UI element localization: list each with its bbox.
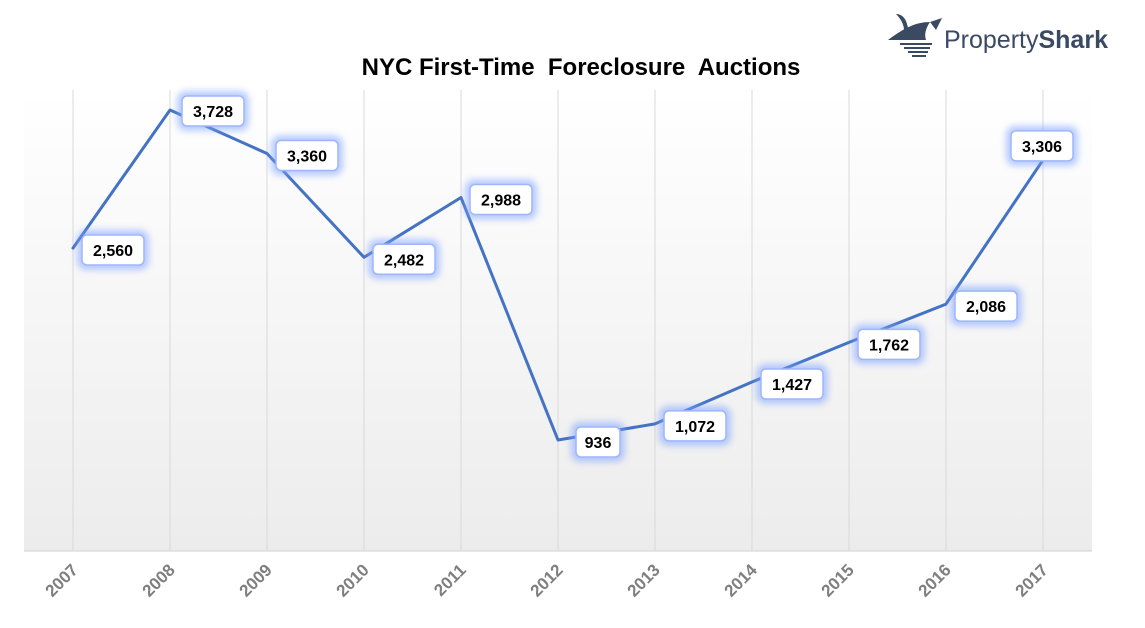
- data-label-box: [81, 234, 145, 266]
- data-label-value: 3,360: [287, 148, 327, 165]
- data-label-2017: 3,306: [1006, 125, 1078, 166]
- data-label-value: 2,482: [384, 252, 424, 269]
- data-label-box: [663, 410, 727, 442]
- x-tick-label-2014: 2014: [721, 560, 762, 601]
- data-label-2008: 3,728: [177, 91, 249, 131]
- data-label-2016: 2,086: [950, 286, 1022, 327]
- x-tick-label-2013: 2013: [624, 560, 664, 600]
- data-label-2007: 2,560: [77, 230, 149, 271]
- x-tick-label-2017: 2017: [1012, 560, 1052, 600]
- data-label-box: [181, 95, 245, 127]
- data-label-value: 3,728: [193, 104, 233, 121]
- data-label-value: 936: [585, 435, 612, 452]
- x-tick-label-2016: 2016: [915, 560, 955, 600]
- data-label-value: 1,762: [869, 337, 909, 354]
- data-label-2012: 936: [571, 422, 625, 462]
- data-label-box: [275, 139, 339, 172]
- data-label-box: [372, 243, 436, 276]
- data-label-box: [760, 368, 824, 400]
- gridlines: [72, 90, 1044, 551]
- data-label-value: 1,072: [675, 419, 715, 436]
- x-tick-label-2008: 2008: [139, 560, 179, 600]
- x-axis-ticks: 2007 2008 2009 2010 2011 2012 2013 2014 2015 2016…: [42, 560, 1052, 601]
- x-tick-label-2015: 2015: [818, 560, 858, 600]
- shark-fin-icon: [888, 14, 942, 57]
- x-tick-label-2010: 2010: [333, 560, 373, 600]
- data-label-2009: 3,360: [271, 135, 343, 176]
- data-label-box: [857, 328, 921, 361]
- data-label-2013: 1,072: [659, 405, 731, 446]
- data-label-2011: 2,988: [465, 179, 537, 220]
- brand-name-part1: Property: [944, 26, 1039, 54]
- data-label-box: [469, 183, 533, 216]
- data-label-value: 1,427: [772, 377, 812, 394]
- data-label-value: 3,306: [1022, 139, 1062, 156]
- x-tick-label-2012: 2012: [527, 560, 567, 600]
- brand-logo[interactable]: PropertyShark: [888, 14, 1108, 57]
- brand-name: PropertyShark: [944, 26, 1108, 54]
- data-label-box: [1010, 130, 1074, 162]
- x-tick-label-2007: 2007: [42, 560, 82, 600]
- x-tick-label-2009: 2009: [236, 560, 276, 600]
- data-labels: 2,560 3,728 3,360 2,482 2,988 936 1,072 1,427 1,…: [77, 91, 1078, 462]
- data-label-value: 2,086: [966, 299, 1006, 316]
- data-label-2015: 1,762: [853, 324, 925, 365]
- data-label-value: 2,560: [93, 243, 133, 260]
- data-label-2010: 2,482: [368, 239, 440, 280]
- data-label-box: [954, 290, 1018, 322]
- chart-title: NYC First-Time Foreclosure Auctions: [362, 54, 801, 81]
- x-tick-label-2011: 2011: [430, 560, 470, 600]
- brand-name-part2: Shark: [1038, 26, 1108, 54]
- data-label-box: [575, 426, 621, 458]
- data-label-2014: 1,427: [756, 363, 828, 404]
- data-label-value: 2,988: [481, 192, 521, 209]
